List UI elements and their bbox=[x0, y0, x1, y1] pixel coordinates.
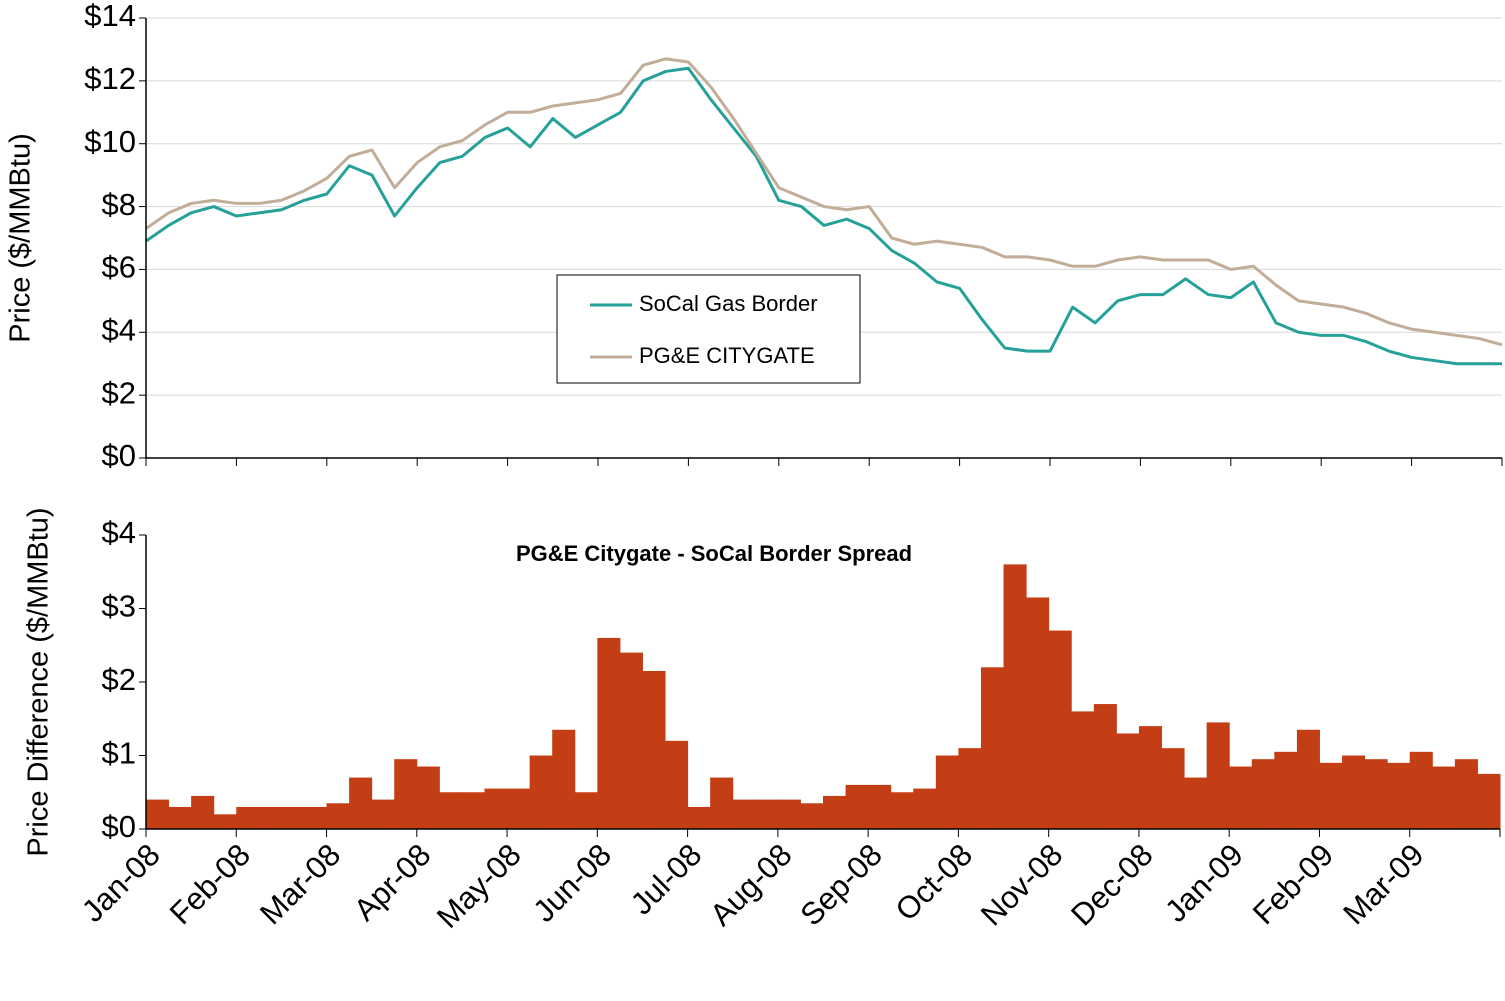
bar bbox=[619, 652, 643, 829]
bar bbox=[281, 806, 305, 829]
bar bbox=[1003, 564, 1027, 829]
legend-label: PG&E CITYGATE bbox=[639, 343, 815, 368]
y-tick-label: $3 bbox=[102, 589, 136, 624]
bar bbox=[213, 814, 237, 829]
bar bbox=[326, 803, 350, 829]
bar bbox=[800, 803, 824, 829]
y-tick-label: $6 bbox=[102, 250, 136, 285]
bar bbox=[191, 795, 215, 829]
bar bbox=[168, 806, 192, 829]
x-tick-label: Oct-08 bbox=[889, 837, 980, 928]
bar bbox=[303, 806, 328, 829]
bar bbox=[1026, 597, 1050, 829]
y-tick-label: $8 bbox=[102, 187, 136, 222]
bar bbox=[755, 799, 779, 829]
bar bbox=[1319, 762, 1343, 829]
bar bbox=[642, 670, 666, 829]
bar bbox=[574, 792, 598, 829]
bar bbox=[1364, 759, 1388, 829]
x-tick-label: Jan-08 bbox=[75, 837, 167, 929]
bar bbox=[371, 799, 395, 829]
bar bbox=[1229, 766, 1253, 829]
bar bbox=[1454, 759, 1478, 829]
x-tick-label: May-08 bbox=[430, 837, 528, 935]
bar bbox=[1387, 762, 1411, 829]
bar bbox=[777, 799, 801, 829]
bar bbox=[1071, 711, 1095, 829]
x-tick-label: Feb-09 bbox=[1246, 837, 1340, 931]
bar bbox=[958, 748, 982, 829]
bar bbox=[146, 799, 170, 829]
x-tick-label: Feb-08 bbox=[163, 837, 257, 931]
bar bbox=[258, 806, 282, 829]
bar bbox=[935, 755, 959, 829]
y-axis-title: Price Difference ($/MMBtu) bbox=[23, 507, 55, 856]
y-tick-label: $1 bbox=[102, 736, 136, 771]
bars bbox=[146, 564, 1501, 829]
bar bbox=[890, 792, 914, 829]
x-tick-label: Nov-08 bbox=[974, 837, 1069, 932]
bar bbox=[439, 792, 463, 829]
bar bbox=[1048, 630, 1072, 829]
bar bbox=[980, 667, 1005, 829]
legend-box bbox=[556, 274, 861, 384]
y-tick-label: $14 bbox=[84, 0, 136, 33]
chart-title: PG&E Citygate - SoCal Border Spread bbox=[516, 541, 912, 566]
bar bbox=[1184, 777, 1208, 829]
bar bbox=[1296, 729, 1320, 829]
x-tick-label: Mar-09 bbox=[1336, 837, 1430, 931]
y-axis-title: Price ($/MMBtu) bbox=[5, 133, 37, 342]
bar bbox=[236, 806, 260, 829]
x-tick-label: Dec-08 bbox=[1064, 837, 1159, 932]
x-tick-label: Jul-08 bbox=[624, 837, 708, 921]
bar bbox=[1251, 759, 1275, 829]
bar bbox=[1138, 726, 1162, 829]
y-tick-label: $10 bbox=[84, 124, 136, 159]
legend-label: SoCal Gas Border bbox=[639, 291, 818, 316]
bar bbox=[732, 799, 756, 829]
y-tick-label: $12 bbox=[84, 61, 136, 96]
bar bbox=[597, 637, 621, 829]
bar bbox=[710, 777, 734, 829]
y-tick-label: $4 bbox=[102, 515, 136, 550]
y-tick-label: $2 bbox=[102, 662, 136, 697]
bar bbox=[1274, 751, 1298, 829]
bar bbox=[529, 755, 553, 829]
x-tick-label: Sep-08 bbox=[793, 837, 888, 932]
bar bbox=[823, 795, 847, 829]
bar bbox=[1409, 751, 1433, 829]
bar bbox=[913, 788, 937, 829]
x-tick-label: Apr-08 bbox=[347, 837, 438, 928]
bar bbox=[461, 792, 485, 829]
y-tick-label: $4 bbox=[102, 312, 136, 347]
bar bbox=[1206, 722, 1230, 829]
bar bbox=[1432, 766, 1456, 829]
bar bbox=[349, 777, 373, 829]
bar bbox=[1116, 733, 1140, 829]
x-tick-label: Jun-08 bbox=[526, 837, 618, 929]
x-tick-label: Jan-09 bbox=[1158, 837, 1250, 929]
bar bbox=[507, 788, 531, 829]
bar bbox=[1161, 748, 1185, 829]
bar bbox=[868, 784, 892, 829]
bar bbox=[416, 766, 440, 829]
y-tick-label: $0 bbox=[102, 438, 136, 473]
bar bbox=[1093, 704, 1117, 829]
bar bbox=[394, 759, 418, 829]
bar bbox=[687, 806, 711, 829]
line-series bbox=[145, 57, 1503, 347]
bar bbox=[484, 788, 508, 829]
bar bbox=[845, 784, 869, 829]
line-series bbox=[145, 66, 1502, 366]
bar bbox=[1477, 773, 1501, 829]
x-tick-label: Aug-08 bbox=[703, 837, 798, 932]
y-tick-label: $2 bbox=[102, 375, 136, 410]
bar bbox=[552, 729, 576, 829]
x-tick-label: Mar-08 bbox=[253, 837, 347, 931]
y-tick-label: $0 bbox=[102, 809, 136, 844]
bar bbox=[1342, 755, 1366, 829]
bar bbox=[665, 740, 689, 829]
